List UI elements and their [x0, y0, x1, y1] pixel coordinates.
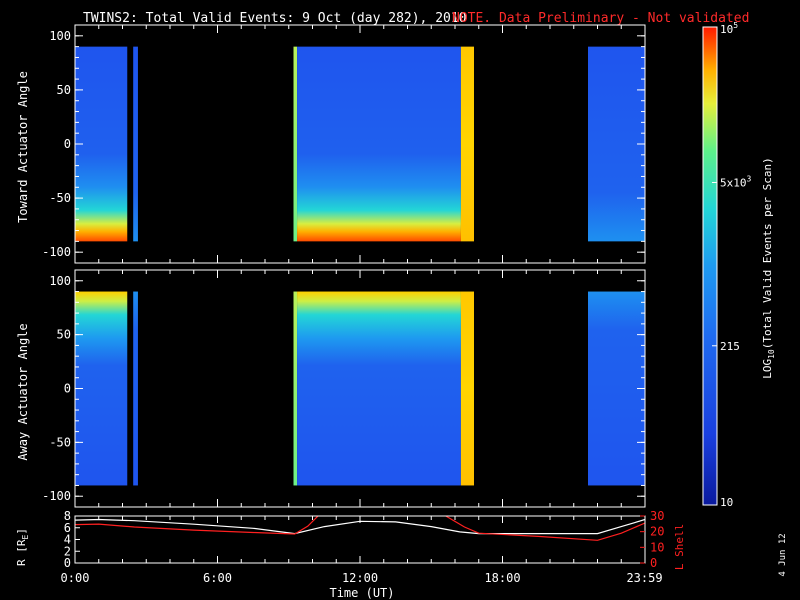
time-tick-label: 0:00 — [61, 571, 90, 585]
y-tick-label: -50 — [49, 435, 71, 449]
y-tick-label: -100 — [42, 489, 71, 503]
colorbar-label: LOG10(Total Valid Events per Scan) — [761, 157, 776, 379]
colorbar-tick-label: 5x103 — [720, 174, 752, 189]
time-tick-label: 23:59 — [626, 571, 662, 585]
time-tick-label: 6:00 — [203, 571, 232, 585]
l-shell-tick-label: 30 — [650, 509, 664, 523]
heatmap-block — [293, 46, 298, 242]
l-shell-axis-label: L Shell — [673, 524, 686, 570]
colorbar-tick-label: 215 — [720, 340, 740, 353]
y-tick-label: -50 — [49, 191, 71, 205]
colorbar-tick-label: 105 — [720, 21, 738, 36]
r-tick-label: 0 — [64, 556, 71, 570]
l-shell-tick-label: 20 — [650, 525, 664, 539]
time-axis-label: Time (UT) — [329, 586, 394, 600]
time-tick-label: 18:00 — [484, 571, 520, 585]
preliminary-note: NOTE. Data Preliminary - Not validated — [452, 11, 749, 26]
l-shell-tick-label: 10 — [650, 540, 664, 554]
r-axis-label: R [RE] — [15, 528, 30, 566]
y-tick-label: 0 — [64, 382, 71, 396]
heatmap-block — [75, 46, 128, 242]
r-tick-label: 8 — [64, 509, 71, 523]
date-stamp: 4 Jun 12 — [778, 533, 788, 576]
away-angle-panel: -100 -50 0 50 100 — [42, 269, 646, 508]
y-tick-label: 50 — [57, 328, 71, 342]
heatmap-block — [460, 46, 474, 242]
toward-angle-panel: -100 -50 0 50 100 — [42, 24, 646, 264]
heatmap-block — [133, 46, 138, 242]
y-tick-label: 100 — [49, 274, 71, 288]
heatmap-block — [460, 291, 474, 486]
orbit-frame — [74, 515, 646, 564]
heatmap-block — [297, 291, 461, 486]
colorbar-gradient — [702, 26, 718, 506]
colorbar: 10 215 5x103 105 — [702, 21, 752, 509]
colorbar-tick-label: 10 — [720, 496, 733, 509]
top-ylabel: Toward Actuator Angle — [16, 71, 30, 223]
r-tick-label: 2 — [64, 544, 71, 558]
y-tick-label: -100 — [42, 245, 71, 259]
heatmap-block — [293, 291, 298, 486]
middle-ylabel: Away Actuator Angle — [16, 323, 30, 460]
y-tick-label: 100 — [49, 29, 71, 43]
time-tick-label: 12:00 — [342, 571, 378, 585]
plot-title: TWINS2: Total Valid Events: 9 Oct (day 2… — [83, 11, 467, 26]
l-shell-line — [75, 516, 645, 541]
heatmap-block — [297, 46, 461, 242]
heatmap-block — [588, 46, 645, 242]
l-shell-tick-label: 0 — [650, 556, 657, 570]
y-tick-label: 0 — [64, 137, 71, 151]
y-tick-label: 50 — [57, 83, 71, 97]
r-tick-label: 6 — [64, 521, 71, 535]
heatmap-block — [75, 291, 128, 486]
heatmap-block — [588, 291, 645, 486]
r-line — [75, 518, 645, 535]
r-tick-label: 4 — [64, 533, 71, 547]
heatmap-block — [133, 291, 138, 486]
